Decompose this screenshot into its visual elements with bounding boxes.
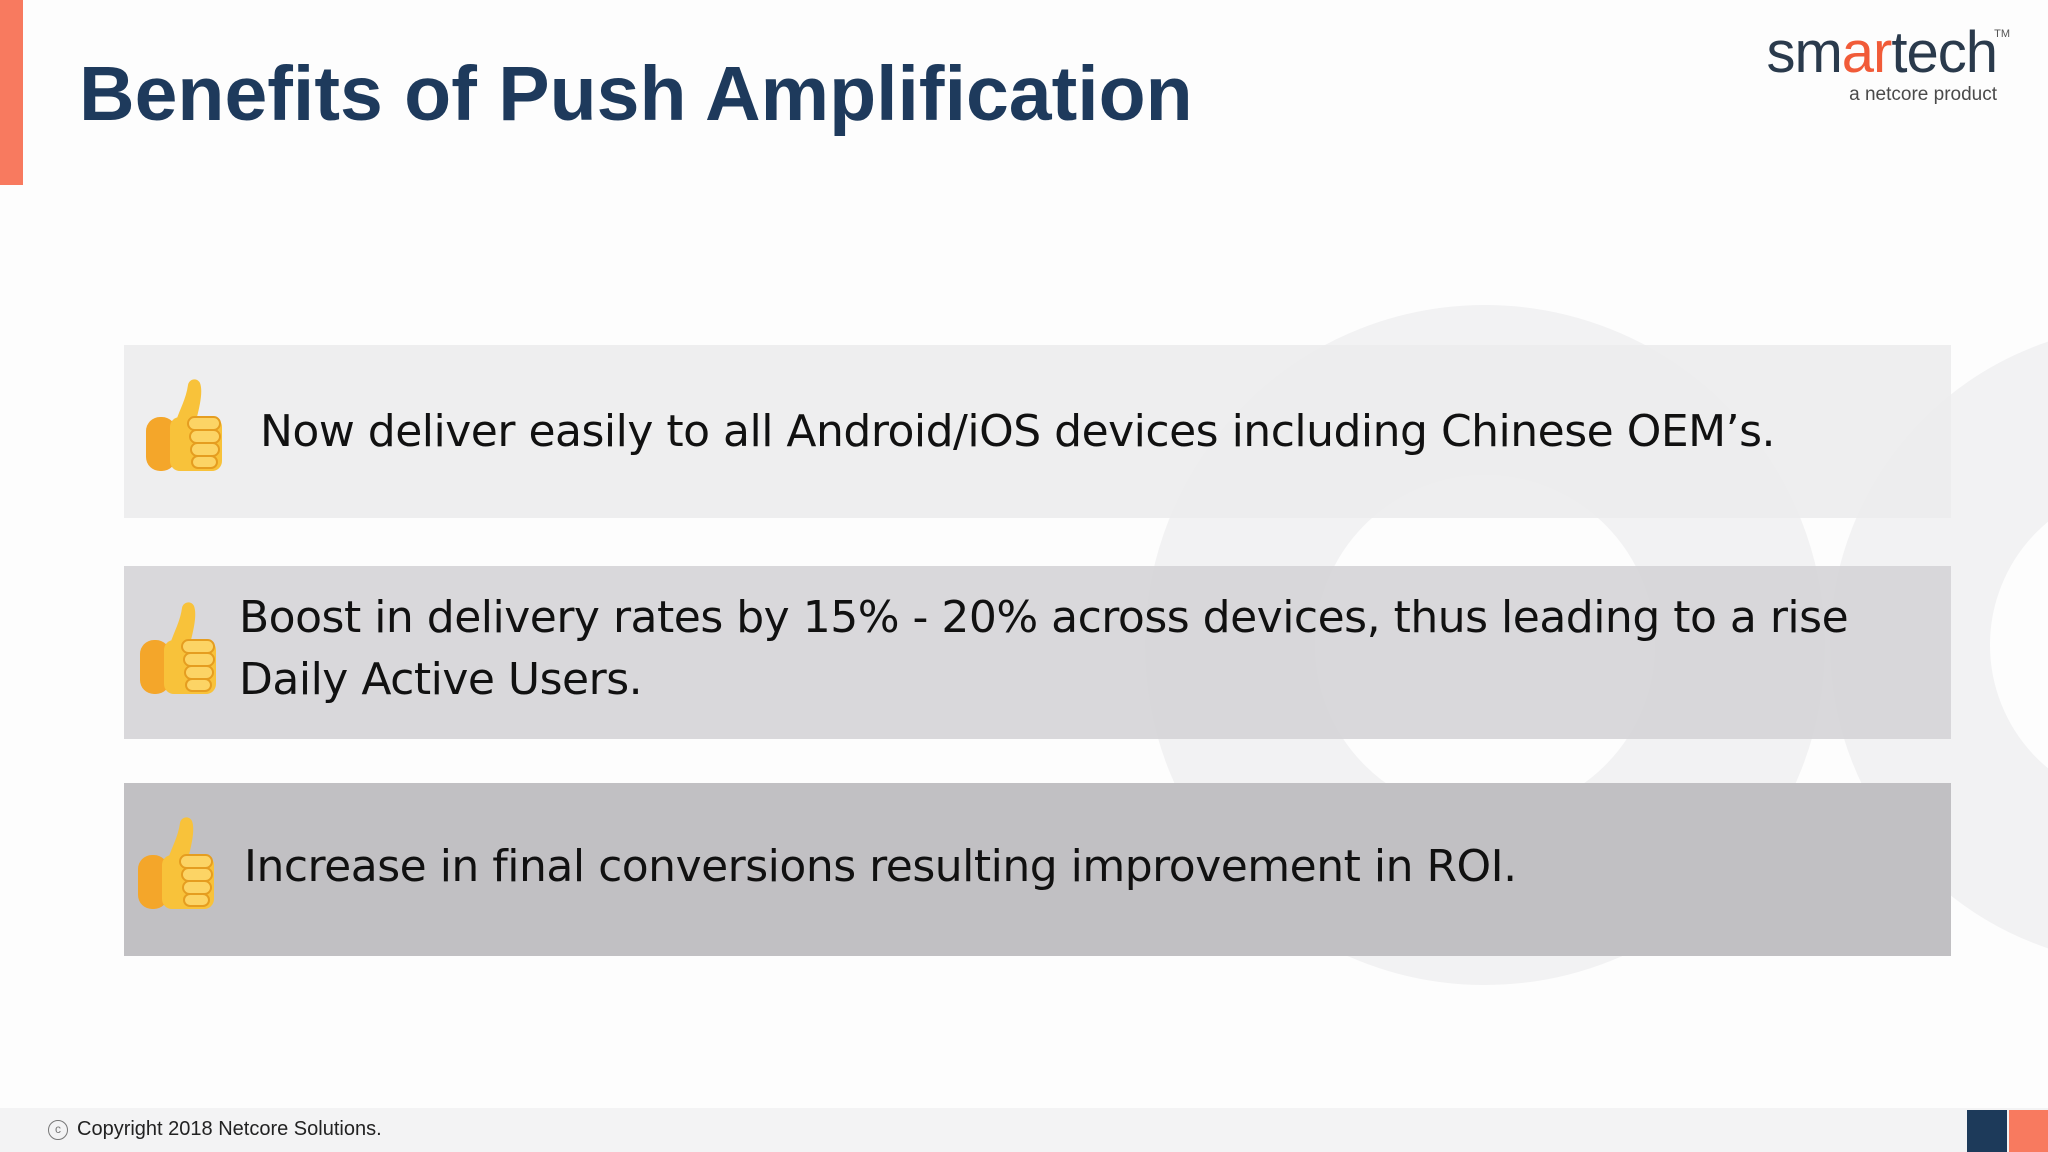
- copyright-text: Copyright 2018 Netcore Solutions.: [77, 1118, 382, 1140]
- copyright-icon: c: [48, 1120, 68, 1140]
- logo-word-highlight: ar: [1841, 20, 1893, 85]
- corner-orange-block: [2009, 1110, 2048, 1152]
- thumbs-up-icon: [140, 602, 216, 694]
- corner-navy-block: [1967, 1110, 2007, 1152]
- left-accent-bar: [0, 0, 23, 185]
- thumbs-up-icon: [146, 379, 222, 471]
- logo-word-start: sm: [1766, 20, 1842, 85]
- slide-title: Benefits of Push Amplification: [79, 51, 1193, 137]
- benefit-item: Now deliver easily to all Android/iOS de…: [124, 345, 1951, 518]
- benefit-text: Boost in delivery rates by 15% - 20% acr…: [239, 592, 1849, 705]
- logo-tagline: a netcore product: [1849, 84, 1997, 105]
- benefit-item: Boost in delivery rates by 15% - 20% acr…: [124, 566, 1951, 739]
- benefit-text: Increase in final conversions resulting …: [244, 841, 1517, 892]
- logo-word-end: tech: [1891, 20, 1998, 85]
- thumbs-up-icon: [138, 817, 214, 909]
- benefit-item: Increase in final conversions resulting …: [124, 783, 1951, 956]
- logo-trademark: TM: [1994, 28, 2010, 40]
- logo-wordmark: smartech: [1766, 24, 1998, 82]
- footer: c Copyright 2018 Netcore Solutions.: [0, 1108, 2048, 1152]
- benefit-text: Now deliver easily to all Android/iOS de…: [260, 406, 1776, 457]
- smartech-logo: smartech TM a netcore product: [1750, 22, 2010, 112]
